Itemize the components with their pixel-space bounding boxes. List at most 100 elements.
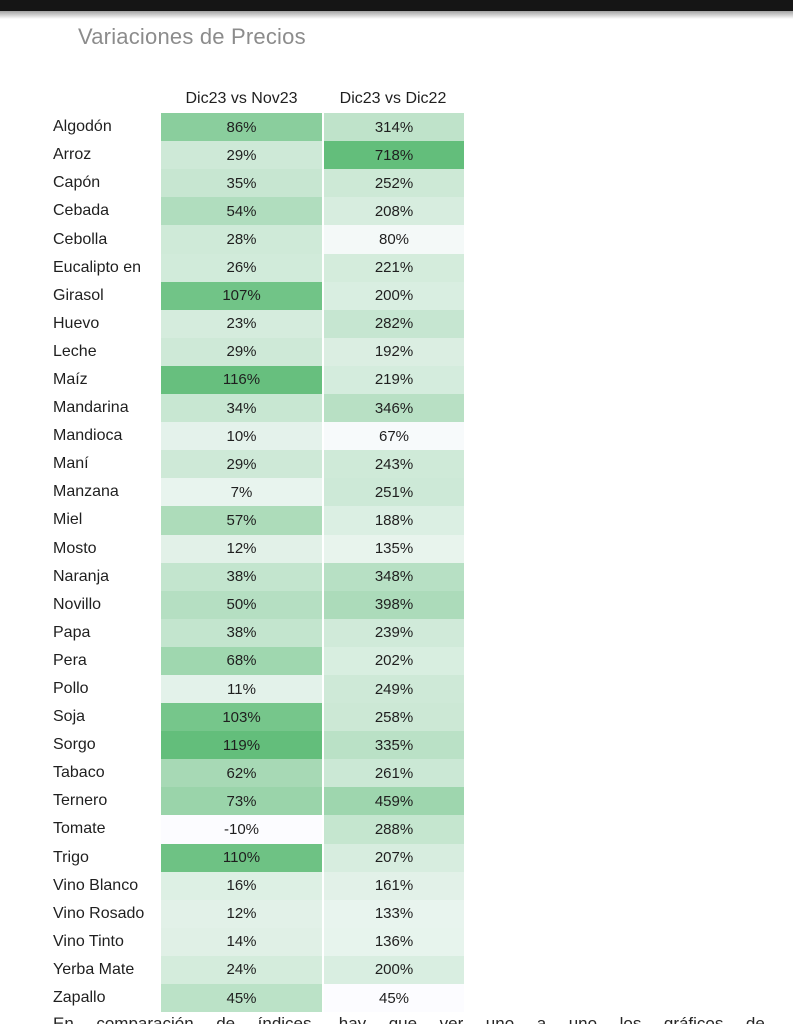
row-label: Maíz xyxy=(53,370,88,388)
row-label: Tabaco xyxy=(53,764,105,782)
value-cell: 110% xyxy=(161,843,322,872)
table-corner-spacer xyxy=(40,85,161,113)
value-cell: 26% xyxy=(161,253,322,282)
value-cell: 348% xyxy=(322,562,464,591)
row-label: Tomate xyxy=(53,820,106,838)
top-edge-bar-shadow xyxy=(0,11,793,19)
row-label: Algodón xyxy=(53,118,112,136)
row-label: Eucalipto en xyxy=(53,258,142,276)
value-cell: 119% xyxy=(161,731,322,760)
value-cell: 261% xyxy=(322,759,464,788)
value-cell: 29% xyxy=(161,337,322,366)
value-cell: 54% xyxy=(161,197,322,226)
value-cell: 12% xyxy=(161,534,322,563)
value-cell: 68% xyxy=(161,646,322,675)
value-cell: 192% xyxy=(322,337,464,366)
price-variation-table: Dic23 vs Nov23 Dic23 vs Dic22 Algodón 86% 31… xyxy=(40,85,464,1013)
value-cell: 10% xyxy=(161,422,322,451)
row-label: Capón xyxy=(53,174,101,192)
column-header-2: Dic23 vs Dic22 xyxy=(339,90,447,108)
value-cell: 207% xyxy=(322,843,464,872)
row-label: Leche xyxy=(53,342,97,360)
value-cell: 243% xyxy=(322,450,464,479)
value-cell: 282% xyxy=(322,309,464,338)
value-cell: 188% xyxy=(322,506,464,535)
value-cell: 45% xyxy=(161,984,322,1013)
value-cell: 23% xyxy=(161,309,322,338)
value-cell: 34% xyxy=(161,394,322,423)
value-cell: 7% xyxy=(161,478,322,507)
value-cell: -10% xyxy=(161,815,322,844)
value-cell: 251% xyxy=(322,478,464,507)
value-cell: 258% xyxy=(322,703,464,732)
column-header-1: Dic23 vs Nov23 xyxy=(185,90,298,108)
value-cell: 29% xyxy=(161,141,322,170)
row-label: Miel xyxy=(53,511,83,529)
row-label: Maní xyxy=(53,455,89,473)
top-edge-bar xyxy=(0,0,793,11)
value-cell: 35% xyxy=(161,169,322,198)
value-cell: 38% xyxy=(161,562,322,591)
row-label: Pera xyxy=(53,651,87,669)
value-cell: 200% xyxy=(322,955,464,984)
page-title: Variaciones de Precios xyxy=(78,24,306,49)
value-cell: 62% xyxy=(161,759,322,788)
value-cell: 28% xyxy=(161,225,322,254)
value-cell: 249% xyxy=(322,674,464,704)
value-cell: 38% xyxy=(161,618,322,647)
row-label: Cebolla xyxy=(53,230,108,248)
value-cell: 50% xyxy=(161,590,322,619)
value-cell: 208% xyxy=(322,197,464,226)
value-cell: 314% xyxy=(322,113,464,142)
row-label: Sorgo xyxy=(53,736,96,754)
value-cell: 398% xyxy=(322,590,464,619)
value-cell: 135% xyxy=(322,534,464,563)
value-cell: 67% xyxy=(322,422,464,451)
row-label: Soja xyxy=(53,708,86,726)
value-cell: 202% xyxy=(322,646,464,675)
value-cell: 16% xyxy=(161,871,322,900)
row-label: Pollo xyxy=(53,680,89,698)
value-cell: 133% xyxy=(322,899,464,928)
value-cell: 136% xyxy=(322,927,464,956)
value-cell: 73% xyxy=(161,787,322,816)
row-label: Vino Blanco xyxy=(53,876,139,894)
row-label: Girasol xyxy=(53,286,104,304)
value-cell: 116% xyxy=(161,365,322,395)
row-label: Zapallo xyxy=(53,989,106,1007)
value-cell: 80% xyxy=(322,225,464,254)
row-label: Vino Rosado xyxy=(53,904,145,922)
value-cell: 45% xyxy=(322,984,464,1013)
caption-cutoff-text: En comparación de índices, hay que ver uno a uno l… xyxy=(53,1014,765,1024)
value-cell: 200% xyxy=(322,281,464,310)
value-cell: 29% xyxy=(161,450,322,479)
value-cell: 24% xyxy=(161,955,322,984)
row-label: Mandarina xyxy=(53,399,129,417)
value-cell: 288% xyxy=(322,815,464,844)
value-cell: 219% xyxy=(322,365,464,395)
row-label: Mandioca xyxy=(53,427,123,445)
value-cell: 86% xyxy=(161,113,322,142)
row-label: Ternero xyxy=(53,792,108,810)
row-label: Huevo xyxy=(53,314,100,332)
value-cell: 459% xyxy=(322,787,464,816)
row-label: Novillo xyxy=(53,595,102,613)
row-label: Naranja xyxy=(53,567,110,585)
value-cell: 335% xyxy=(322,731,464,760)
value-cell: 107% xyxy=(161,281,322,310)
row-label: Manzana xyxy=(53,483,119,501)
row-label: Papa xyxy=(53,623,91,641)
value-cell: 239% xyxy=(322,618,464,647)
value-cell: 221% xyxy=(322,253,464,282)
value-cell: 346% xyxy=(322,394,464,423)
row-label: Trigo xyxy=(53,848,89,866)
value-cell: 57% xyxy=(161,506,322,535)
value-cell: 103% xyxy=(161,703,322,732)
row-label: Arroz xyxy=(53,146,92,164)
value-cell: 11% xyxy=(161,674,322,704)
row-label: Yerba Mate xyxy=(53,960,135,978)
value-cell: 252% xyxy=(322,169,464,198)
row-label: Cebada xyxy=(53,202,110,220)
row-label: Vino Tinto xyxy=(53,932,124,950)
